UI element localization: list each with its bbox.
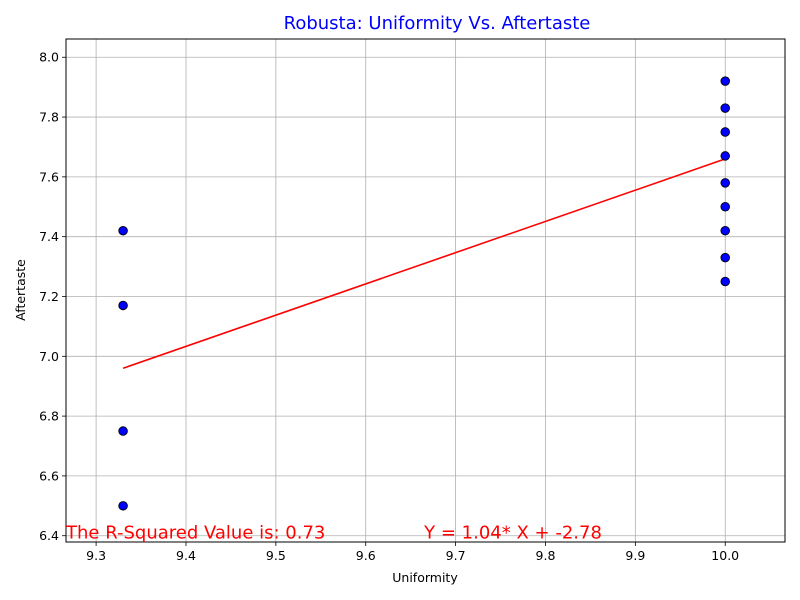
data-point <box>720 76 730 86</box>
regression-line <box>122 158 726 370</box>
equation-annotation: Y = 1.04* X + -2.78 <box>423 523 602 544</box>
y-tick-label: 7.2 <box>39 289 59 304</box>
data-point <box>720 178 730 188</box>
data-point <box>720 202 730 212</box>
data-point <box>720 103 730 113</box>
data-point <box>720 151 730 161</box>
x-tick-label: 9.9 <box>625 548 645 563</box>
regression-layer <box>122 158 726 370</box>
plot-frame <box>65 38 786 543</box>
y-ticks: 6.4 6.6 6.8 7.0 7.2 7.4 7.6 7.8 8.0 <box>39 50 66 543</box>
data-point <box>720 252 730 263</box>
x-tick-label: 9.3 <box>86 548 106 563</box>
y-tick-label: 6.4 <box>39 528 59 543</box>
data-point <box>720 276 730 287</box>
r-squared-annotation: The R-Squared Value is: 0.73 <box>65 523 325 544</box>
data-point <box>118 426 128 436</box>
data-point <box>118 300 128 311</box>
x-tick-label: 9.8 <box>536 548 556 563</box>
x-axis-label: Uniformity <box>392 570 458 585</box>
x-tick-label: 9.6 <box>356 548 376 563</box>
y-tick-label: 6.6 <box>39 468 59 483</box>
x-tick-label: 9.5 <box>266 548 286 563</box>
data-point <box>118 225 128 236</box>
data-point <box>720 127 730 137</box>
data-point <box>720 225 730 236</box>
chart-title: Robusta: Uniformity Vs. Aftertaste <box>284 13 591 34</box>
y-tick-label: 7.6 <box>39 169 59 184</box>
x-tick-label: 9.7 <box>446 548 466 563</box>
data-point <box>118 501 128 511</box>
y-tick-label: 7.4 <box>39 229 59 244</box>
x-ticks: 9.3 9.4 9.5 9.6 9.7 9.8 9.9 10.0 <box>86 542 739 563</box>
y-tick-label: 6.8 <box>39 409 59 424</box>
x-tick-label: 9.4 <box>176 548 196 563</box>
x-tick-label: 10.0 <box>711 548 739 563</box>
grid-layer <box>66 39 785 542</box>
y-tick-label: 7.0 <box>39 349 59 364</box>
y-tick-label: 8.0 <box>39 50 59 65</box>
points-layer <box>118 76 730 511</box>
y-tick-label: 7.8 <box>39 110 59 125</box>
y-axis-label: Aftertaste <box>13 259 28 321</box>
